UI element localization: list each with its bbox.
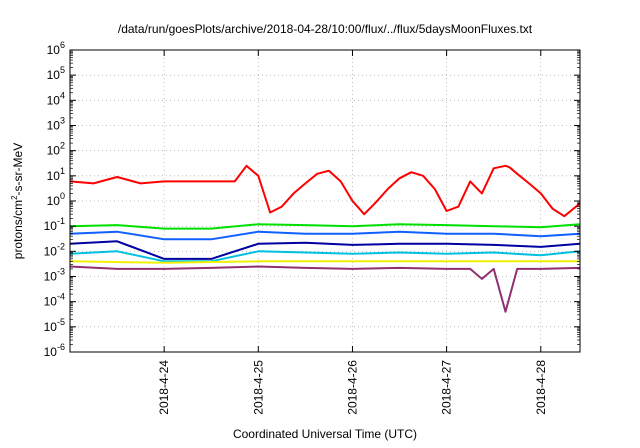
- y-tick-base: 10: [44, 320, 58, 334]
- y-tick-label: 100: [47, 191, 65, 208]
- y-tick-label: 10-1: [44, 216, 65, 233]
- y-axis-label: protons/cm2-s-sr-MeV: [10, 143, 25, 259]
- y-tick-exponent: 6: [60, 40, 65, 50]
- y-tick-base: 10: [44, 345, 58, 359]
- y-tick-exponent: 3: [60, 116, 65, 126]
- y-tick-exponent: 5: [60, 65, 65, 75]
- series-line-5: [69, 250, 581, 263]
- y-tick-exponent: 4: [60, 90, 65, 100]
- y-tick-exponent: 1: [60, 166, 65, 176]
- y-tick-base: 10: [44, 270, 58, 284]
- x-axis-label: Coordinated Universal Time (UTC): [233, 427, 417, 441]
- y-tick-label: 104: [47, 90, 65, 107]
- y-tick-exponent: -5: [57, 317, 65, 327]
- series-line-1: [69, 164, 581, 218]
- y-tick-base: 10: [47, 93, 61, 107]
- x-tick-label: 2018-4-26: [345, 360, 359, 415]
- y-tick-base: 10: [44, 244, 58, 258]
- y-tick-exponent: 0: [60, 191, 65, 201]
- series-line-6: [69, 260, 580, 264]
- axes: 10-610-510-410-310-210-11001011021031041…: [44, 40, 580, 415]
- y-tick-label: 103: [47, 116, 65, 133]
- y-tick-base: 10: [47, 144, 61, 158]
- y-tick-label: 10-3: [44, 267, 65, 284]
- series-line-4: [69, 240, 581, 260]
- y-axis-label-main: protons/cm: [11, 200, 25, 259]
- y-tick-exponent: 2: [60, 141, 65, 151]
- y-tick-exponent: -6: [57, 342, 65, 352]
- y-tick-base: 10: [47, 68, 61, 82]
- y-tick-label: 10-6: [44, 342, 65, 359]
- y-tick-label: 102: [47, 141, 65, 158]
- series-line-2: [69, 223, 581, 230]
- y-tick-label: 10-2: [44, 241, 65, 258]
- series-group: [69, 164, 581, 313]
- y-tick-exponent: -4: [57, 292, 65, 302]
- x-tick-label: 2018-4-27: [440, 360, 454, 415]
- series-line-3: [69, 230, 581, 241]
- y-tick-label: 10-4: [44, 292, 65, 309]
- y-tick-label: 101: [47, 166, 65, 183]
- x-tick-label: 2018-4-24: [157, 360, 171, 415]
- y-axis-label-rest: -s-sr-MeV: [11, 143, 25, 196]
- y-tick-base: 10: [47, 119, 61, 133]
- y-tick-label: 105: [47, 65, 65, 82]
- y-tick-exponent: -3: [57, 267, 65, 277]
- y-tick-exponent: -1: [57, 216, 65, 226]
- y-tick-base: 10: [44, 219, 58, 233]
- y-axis-label-sup: 2: [10, 195, 19, 200]
- y-tick-base: 10: [47, 43, 61, 57]
- y-tick-base: 10: [47, 194, 61, 208]
- y-tick-label: 106: [47, 40, 65, 57]
- y-tick-base: 10: [47, 169, 61, 183]
- y-tick-label: 10-5: [44, 317, 65, 334]
- y-tick-base: 10: [44, 295, 58, 309]
- y-tick-exponent: -2: [57, 241, 65, 251]
- series-line-7: [69, 265, 581, 313]
- chart-title: /data/run/goesPlots/archive/2018-04-28/1…: [118, 22, 533, 36]
- x-tick-label: 2018-4-25: [251, 360, 265, 415]
- x-tick-label: 2018-4-28: [534, 360, 548, 415]
